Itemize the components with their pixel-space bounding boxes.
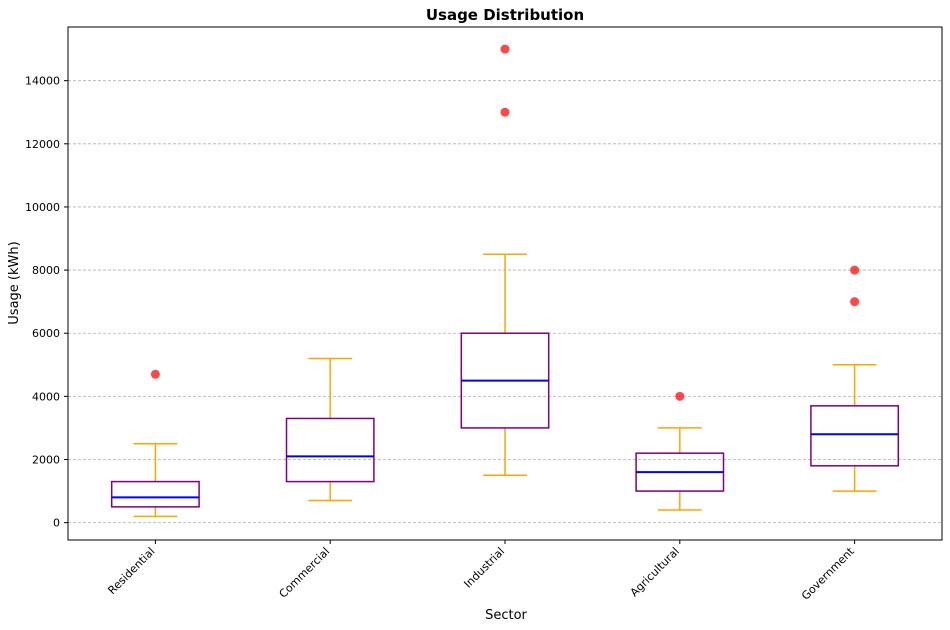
x-axis-label: Sector: [485, 608, 527, 623]
iqr-box: [285, 417, 375, 483]
y-tick-label: 2000: [32, 453, 60, 466]
y-tick-label: 8000: [32, 264, 60, 277]
x-tick-label: Residential: [105, 545, 157, 597]
x-tick-label: Agricultural: [628, 545, 682, 599]
boxes: [110, 44, 900, 518]
iqr-box: [110, 480, 200, 508]
iqr-box: [810, 405, 900, 467]
y-axis-label: Usage (kWh): [7, 241, 22, 324]
box-industrial: [460, 44, 550, 477]
outlier-point: [500, 107, 510, 117]
box-commercial: [285, 357, 375, 502]
box-residential: [110, 369, 200, 518]
y-axis-ticks: 0 2000 4000 6000 8000 10000 12000 14000: [25, 75, 68, 530]
x-axis-ticks: Residential Commercial Industrial Agricultu…: [105, 540, 857, 603]
outlier-point: [675, 391, 685, 401]
box-agricultural: [635, 391, 725, 511]
outlier-point: [500, 44, 510, 54]
y-tick-label: 10000: [25, 201, 60, 214]
y-tick-label: 14000: [25, 75, 60, 88]
x-tick-label: Government: [799, 544, 857, 602]
chart-title: Usage Distribution: [426, 6, 584, 24]
box-government: [810, 265, 900, 492]
outlier-point: [150, 369, 160, 379]
y-tick-label: 4000: [32, 390, 60, 403]
x-tick-label: Commercial: [277, 545, 333, 601]
y-tick-label: 6000: [32, 327, 60, 340]
outlier-point: [850, 297, 860, 307]
y-tick-label: 12000: [25, 138, 60, 151]
x-tick-label: Industrial: [461, 545, 507, 591]
outlier-point: [850, 265, 860, 275]
y-tick-label: 0: [53, 517, 60, 530]
